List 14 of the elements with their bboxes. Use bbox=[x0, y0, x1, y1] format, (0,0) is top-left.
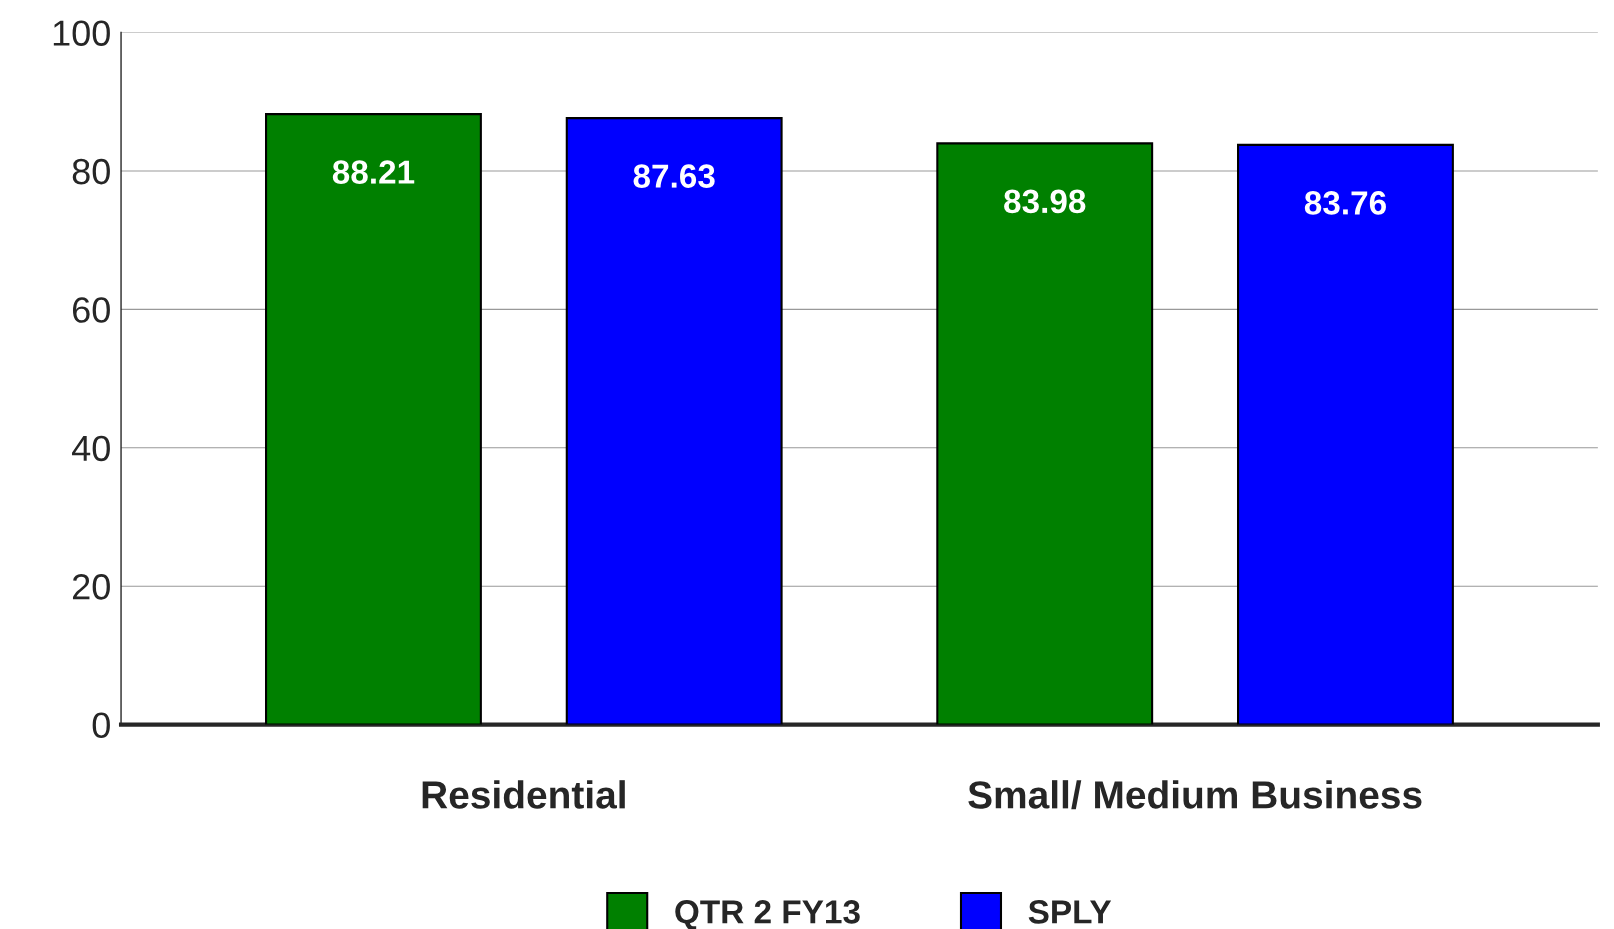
legend-label: QTR 2 FY13 bbox=[675, 900, 860, 929]
data-label: 88.21 bbox=[332, 160, 415, 184]
y-tick-label: 0 bbox=[92, 712, 110, 739]
y-tick-label: 80 bbox=[72, 158, 110, 185]
legend-label: SPLY bbox=[1028, 900, 1112, 924]
x-tick-label: Residential bbox=[422, 780, 625, 809]
y-tick-label: 20 bbox=[72, 574, 110, 600]
y-tick-label: 100 bbox=[53, 20, 110, 46]
data-label: 83.98 bbox=[1004, 189, 1086, 214]
data-label: 87.63 bbox=[633, 164, 715, 188]
y-tick-label: 40 bbox=[71, 435, 110, 462]
y-tick-label: 60 bbox=[73, 297, 110, 323]
x-tick-label: Small/ Medium Business bbox=[968, 780, 1422, 810]
data-label: 83.76 bbox=[1304, 191, 1386, 215]
